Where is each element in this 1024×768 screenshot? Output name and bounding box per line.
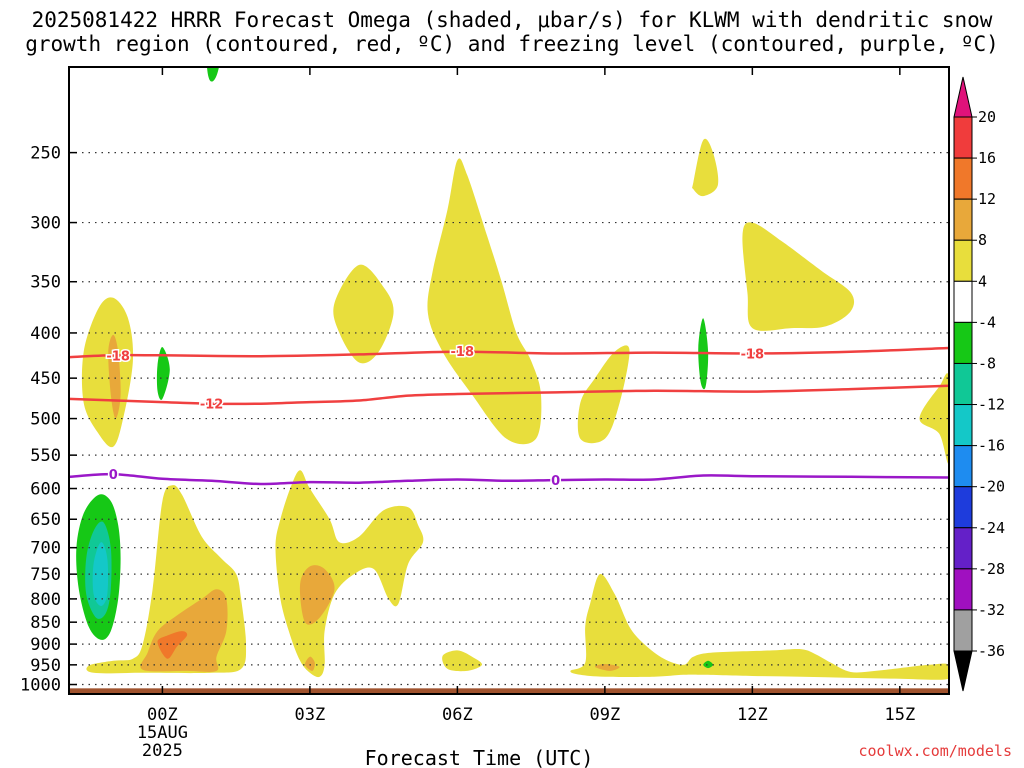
omega-region--8to-4-0 [207,67,219,82]
colorbar-bin-9 [953,486,973,529]
temperature-contours: -18 -18 -18 -12 0 0 [69,343,949,491]
ytick-label-300: 300 [30,214,61,234]
chart-title-line1: 2025081422 HRRR Forecast Omega (shaded, … [31,8,993,32]
colorbar-label-16: 16 [978,149,996,167]
ytick-label-400: 400 [30,324,61,344]
xtick-label-00Z: 00Z [147,705,178,725]
colorbar-top-arrow [953,76,973,118]
colorbar-label--20: -20 [978,478,1005,496]
omega-region-8to12-3 [304,656,315,671]
ytick-label-600: 600 [30,480,61,500]
ytick-label-850: 850 [30,613,61,633]
xtick-label-15Z: 15Z [884,705,915,725]
colorbar-label-4: 4 [978,272,987,290]
ytick-label-500: 500 [30,410,61,430]
omega-region-4to8-4 [692,138,719,197]
omega-region--8to-4-1 [156,347,170,400]
chart-title-line2: growth region (contoured, red, ºC) and f… [25,32,999,56]
xtick-sublabel-2025: 2025 [142,741,183,761]
colorbar-label-8: 8 [978,231,987,249]
colorbar-legend: 20 16 12 8 4 -4 -8 -12 -16 -20 -24 -28 -32 -36 [953,76,1005,692]
colorbar-label--28: -28 [978,560,1005,578]
colorbar-bin-6 [953,362,973,406]
xtick-label-12Z: 12Z [737,705,768,725]
colorbar-bin-7 [953,404,973,447]
x-axis-title: Forecast Time (UTC) [365,746,594,768]
terrain-ground [69,688,949,694]
ytick-label-800: 800 [30,590,61,610]
colorbar-bin-10 [953,527,973,570]
ytick-label-250: 250 [30,144,61,164]
xtick-label-09Z: 09Z [590,705,621,725]
omega-region-4to8-3 [577,345,630,444]
colorbar-label--4: -4 [978,313,996,331]
contour-line-freezing-0 [69,472,949,486]
omega-shading [76,67,949,680]
colorbar-bin-4 [953,280,973,323]
colorbar-label--12: -12 [978,396,1005,414]
xtick-label-06Z: 06Z [442,705,473,725]
omega-region--8to-4-3 [703,660,713,669]
ytick-label-650: 650 [30,510,61,530]
ytick-label-950: 950 [30,656,61,676]
contour-label--18-1: -18 [451,345,475,360]
y-axis: 2503003504004505005506006507007508008509… [20,144,77,696]
contour-label--12-0: -12 [200,398,224,413]
colorbar-label--32: -32 [978,601,1005,619]
omega-region-4to8-2 [427,158,542,445]
ytick-label-750: 750 [30,565,61,585]
xtick-sublabel-15AUG: 15AUG [137,723,188,743]
contour-label--18-2: -18 [741,347,765,362]
colorbar-bin-5 [953,321,973,364]
omega-region-4to8-5 [742,222,855,331]
ytick-label-900: 900 [30,635,61,655]
colorbar-label-12: 12 [978,190,996,208]
contour-line-dendritic--12 [69,384,949,406]
omega-region-4to8-0 [81,297,134,448]
omega-region-4to8-1 [333,264,394,364]
colorbar-bin-11 [953,568,973,611]
colorbar-label--24: -24 [978,519,1005,537]
terrain-fill [69,688,949,694]
omega-region--16to-12-0 [92,542,109,606]
colorbar-bin-12 [953,609,973,652]
xtick-label-03Z: 03Z [295,705,326,725]
plot-frame [68,66,950,695]
ytick-label-450: 450 [30,369,61,389]
colorbar-bin-0 [953,116,973,159]
ytick-label-1000: 1000 [20,676,61,696]
omega-region-8to12-2 [299,565,335,625]
omega-region-4to8-10 [570,574,949,680]
colorbar-bottom-arrow [953,650,973,692]
colorbar-bin-2 [953,198,973,241]
omega-region-4to8-9 [442,650,483,672]
contour-line-dendritic--18 [69,346,949,359]
colorbar-bin-3 [953,239,973,282]
omega-region-8to12-4 [594,664,620,671]
colorbar-bin-8 [953,445,973,488]
ytick-label-350: 350 [30,273,61,293]
colorbar-bin-1 [953,157,973,200]
ytick-label-700: 700 [30,539,61,559]
omega-region-12to16-0 [157,631,188,659]
contour-label-0-1: 0 [551,474,560,489]
credit-text: coolwx.com/models [858,742,1012,760]
colorbar-label--16: -16 [978,437,1005,455]
contour-label-0-0: 0 [109,468,118,483]
colorbar-label-20: 20 [978,108,996,126]
ytick-label-550: 550 [30,446,61,466]
colorbar-label--8: -8 [978,354,996,372]
contour-label--18-0: -18 [106,349,130,364]
colorbar-label--36: -36 [978,642,1005,660]
